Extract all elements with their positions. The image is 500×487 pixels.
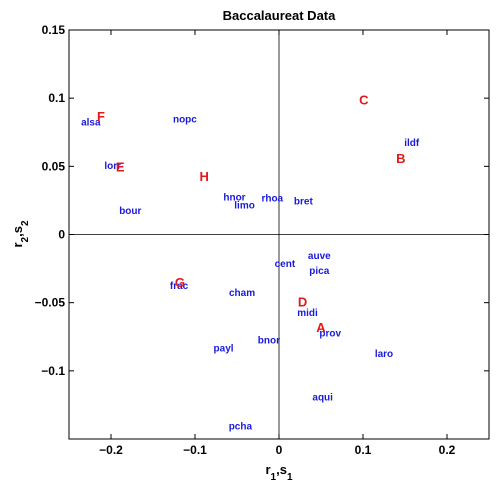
y-axis-label-part: r xyxy=(10,242,25,247)
x-tick-label: 0.2 xyxy=(439,443,456,457)
group-label-h: H xyxy=(200,169,209,184)
region-label-midi: midi xyxy=(297,308,318,319)
y-tick-label: 0 xyxy=(58,228,65,242)
y-tick-label: 0.05 xyxy=(42,159,66,173)
region-label-bret: bret xyxy=(294,196,314,207)
chart-title: Baccalaureat Data xyxy=(223,8,336,23)
region-label-frac: frac xyxy=(170,281,189,292)
x-tick-label: −0.2 xyxy=(99,443,123,457)
x-tick-label: 0.1 xyxy=(355,443,372,457)
y-axis-label-subscript: 2 xyxy=(20,220,31,226)
x-axis-label-part: ,s xyxy=(276,462,287,477)
y-tick-label: −0.1 xyxy=(41,364,65,378)
x-axis-label-subscript: 1 xyxy=(271,472,277,483)
region-label-pcha: pcha xyxy=(229,421,253,432)
region-label-alsa: alsa xyxy=(81,117,101,128)
y-axis: −0.1 −0.05 0 0.05 0.1 0.15 xyxy=(35,23,489,378)
x-tick-label: 0 xyxy=(276,443,283,457)
region-label-limo: limo xyxy=(234,201,255,212)
y-axis-label-part: ,s xyxy=(10,226,25,237)
region-label-bour: bour xyxy=(119,206,141,217)
y-axis-label-subscript: 2 xyxy=(20,236,31,242)
x-axis-label: r1,s1 xyxy=(265,462,292,483)
group-label-g: G xyxy=(175,275,185,290)
x-tick-label: −0.1 xyxy=(183,443,207,457)
group-label-f: F xyxy=(97,109,105,124)
group-label-a: A xyxy=(316,320,326,335)
region-label-ildf: ildf xyxy=(404,138,420,149)
reference-lines xyxy=(69,30,489,439)
group-label-e: E xyxy=(116,159,125,174)
group-label-c: C xyxy=(359,93,369,108)
region-label-bnor: bnor xyxy=(258,335,280,346)
region-label-cent: cent xyxy=(275,259,296,270)
y-tick-label: 0.15 xyxy=(42,23,66,37)
group-label-b: B xyxy=(396,151,405,166)
region-label-aqui: aqui xyxy=(312,393,333,404)
x-axis-label-subscript: 1 xyxy=(287,472,293,483)
group-label-d: D xyxy=(298,294,307,309)
region-label-payl: payl xyxy=(214,344,234,355)
y-tick-label: 0.1 xyxy=(48,91,65,105)
region-label-nopc: nopc xyxy=(173,115,197,126)
region-label-rhoa: rhoa xyxy=(261,194,283,205)
region-label-hnor: hnor xyxy=(223,192,245,203)
y-tick-label: −0.05 xyxy=(35,296,66,310)
region-label-auve: auve xyxy=(308,251,331,262)
y-axis-label: r2,s2 xyxy=(10,220,31,247)
region-label-pica: pica xyxy=(309,266,329,277)
region-label-lorr: lorr xyxy=(104,161,121,172)
x-axis-label-part: r xyxy=(265,462,270,477)
region-label-prov: prov xyxy=(319,329,341,340)
x-axis: −0.2 −0.1 0 0.1 0.2 xyxy=(99,30,456,457)
region-label-laro: laro xyxy=(375,349,393,360)
region-label-cham: cham xyxy=(229,288,255,299)
